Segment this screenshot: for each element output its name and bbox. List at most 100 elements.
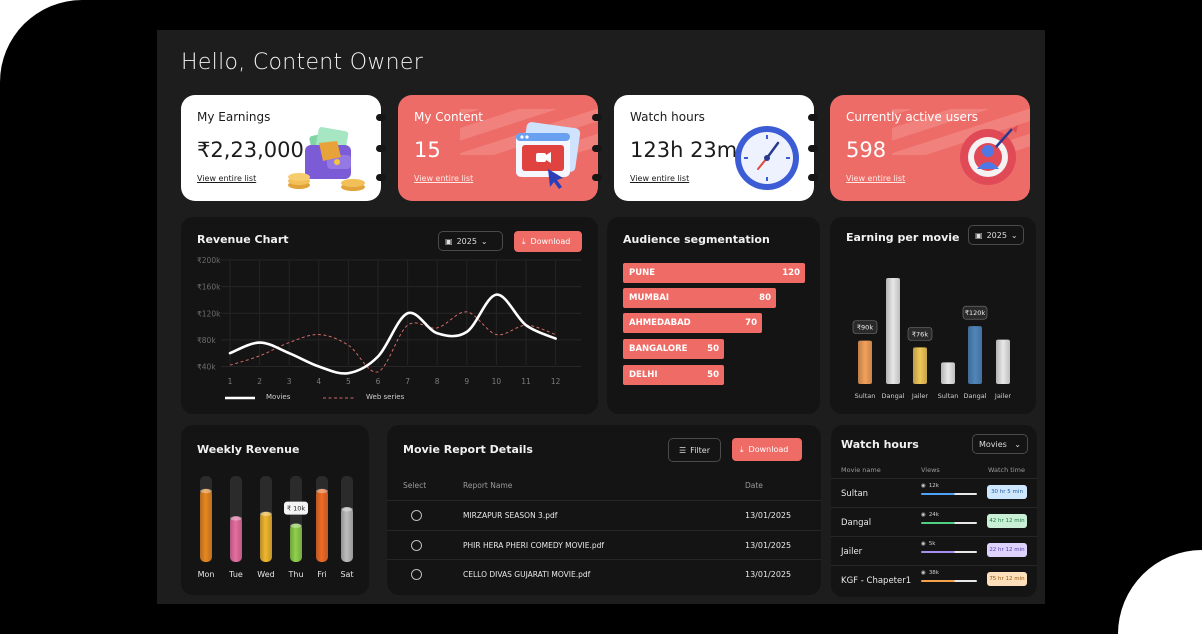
- movie-bar: [996, 339, 1010, 384]
- bar-highlight: [290, 523, 302, 528]
- card-title: Weekly Revenue: [197, 443, 300, 456]
- chevron-down-icon: ⌄: [1014, 439, 1021, 449]
- stat-card-active-users[interactable]: Currently active users 598 View entire l…: [830, 95, 1030, 201]
- target-user-icon: [960, 125, 1018, 185]
- segment-city: BANGALORE: [629, 344, 688, 354]
- card-title: Movie Report Details: [403, 443, 533, 456]
- year-dropdown[interactable]: ▣ 2025 ⌄: [438, 231, 503, 251]
- movie-name: KGF - Chapeter1: [841, 576, 912, 586]
- x-tick-label: Dangal: [963, 392, 986, 400]
- x-tick-label: Sat: [340, 570, 353, 579]
- x-tick-label: 11: [521, 377, 531, 386]
- x-tick-label: 9: [464, 377, 469, 386]
- x-tick-label: Thu: [287, 570, 303, 579]
- stat-card-watch-hours[interactable]: Watch hours 123h 23m View entire list: [614, 95, 814, 201]
- movie-bar: [941, 362, 955, 384]
- earning-per-movie-card: Earning per movie ▣ 2025 ⌄ Sultan ₹90k Dan…: [830, 217, 1036, 414]
- value-tag: [852, 320, 878, 334]
- view-list-link[interactable]: View entire list: [846, 174, 906, 183]
- table-row[interactable]: MIRZAPUR SEASON 3.pdf 13/01/2025: [387, 500, 821, 530]
- segment-value: 50: [707, 370, 719, 380]
- x-tick-label: 8: [435, 377, 440, 386]
- x-tick-label: Jailer: [994, 392, 1012, 400]
- eye-icon: ◉: [921, 512, 926, 518]
- download-button[interactable]: ⤓ Download: [732, 438, 802, 461]
- view-list-link[interactable]: View entire list: [414, 174, 474, 183]
- select-radio[interactable]: [411, 569, 422, 580]
- x-tick-label: Sultan: [938, 392, 959, 400]
- table-row[interactable]: KGF - Chapeter1 ◉ 38k 75 hr 12 min: [831, 565, 1037, 595]
- segment-city: DELHI: [629, 370, 658, 380]
- download-icon: ⤓: [522, 236, 526, 246]
- value-tag: [907, 327, 933, 341]
- table-row[interactable]: Jailer ◉ 5k 22 hr 12 min: [831, 536, 1037, 566]
- views-count: 24k: [928, 512, 939, 518]
- movie-name: Sultan: [841, 489, 869, 499]
- movie-bar: [886, 278, 900, 384]
- x-tick-label: Dangal: [881, 392, 904, 400]
- series-line-movies: [228, 293, 557, 375]
- stat-title: Currently active users: [846, 110, 979, 124]
- column-header: Date: [745, 481, 763, 490]
- table-row[interactable]: PHIR HERA PHERI COMEDY MOVIE.pdf 13/01/2…: [387, 530, 821, 560]
- x-tick-label: 1: [228, 377, 233, 386]
- segment-bar: BANGALORE 50: [623, 339, 724, 359]
- stat-card-content[interactable]: My Content 15 View entire list: [398, 95, 598, 201]
- calendar-icon: ▣: [445, 236, 453, 246]
- x-tick-label: Fri: [317, 570, 327, 579]
- table-row[interactable]: Dangal ◉ 24k 42 hr 12 min: [831, 507, 1037, 537]
- download-button[interactable]: ⤓ Download: [514, 231, 582, 252]
- stat-title: My Content: [414, 110, 483, 124]
- filter-button[interactable]: ☰ Filter: [668, 438, 721, 462]
- segment-bar: MUMBAI 80: [623, 288, 776, 308]
- stat-title: Watch hours: [630, 110, 705, 124]
- value-tag: [962, 305, 988, 320]
- x-tick-label: 2: [257, 377, 262, 386]
- view-list-link[interactable]: View entire list: [630, 174, 690, 183]
- bar-highlight: [341, 507, 353, 512]
- view-list-link[interactable]: View entire list: [197, 174, 257, 183]
- category-dropdown[interactable]: Movies ⌄: [972, 434, 1028, 454]
- audience-segmentation-card: Audience segmentation PUNE 120 MUMBAI 80 A…: [607, 217, 820, 414]
- stat-card-earnings[interactable]: My Earnings ₹2,23,000 View entire list: [181, 95, 381, 201]
- day-bar: [316, 489, 328, 562]
- views-bar: [921, 551, 977, 553]
- tooltip-box: [284, 501, 308, 515]
- column-header: Movie name: [841, 466, 881, 474]
- select-radio[interactable]: [411, 510, 422, 521]
- report-date: 13/01/2025: [745, 570, 792, 579]
- segment-city: PUNE: [629, 268, 656, 278]
- x-tick-label: 12: [551, 377, 561, 386]
- y-tick-label: ₹80k: [197, 336, 216, 345]
- table-row[interactable]: CELLO DIVAS GUJARATI MOVIE.pdf 13/01/202…: [387, 559, 821, 589]
- views-count: 12k: [928, 483, 939, 489]
- table-row[interactable]: Sultan ◉ 12k 30 hr 5 min: [831, 478, 1037, 508]
- watch-time-badge: 22 hr 12 min: [987, 543, 1027, 557]
- year-dropdown[interactable]: ▣ 2025 ⌄: [968, 225, 1024, 245]
- day-bar: [230, 516, 242, 562]
- segment-city: MUMBAI: [629, 293, 670, 303]
- report-name: PHIR HERA PHERI COMEDY MOVIE.pdf: [463, 541, 605, 550]
- segment-bar: PUNE 120: [623, 263, 805, 283]
- segment-bar: DELHI 50: [623, 365, 724, 385]
- watch-hours-card: Watch hours Movies ⌄ Movie name Views Wa…: [831, 425, 1037, 597]
- x-tick-label: 3: [287, 377, 292, 386]
- filter-icon: ☰: [679, 445, 687, 455]
- report-name: CELLO DIVAS GUJARATI MOVIE.pdf: [463, 570, 591, 579]
- legend-label: Movies: [266, 393, 291, 401]
- stat-value: 598: [846, 138, 887, 162]
- column-header: Select: [403, 481, 427, 490]
- y-tick-label: ₹200k: [197, 256, 221, 265]
- movie-bar: [913, 347, 927, 384]
- weekly-revenue-card: Weekly Revenue Mon Tue Wed Thu ₹ 10k Fri Sat: [181, 425, 369, 595]
- weekly-bar-chart: Mon Tue Wed Thu ₹ 10k Fri Sat: [198, 476, 354, 579]
- segment-city: AHMEDABAD: [629, 318, 691, 328]
- segment-bar: AHMEDABAD 70: [623, 313, 762, 333]
- movie-bar: [968, 326, 982, 384]
- bar-highlight: [200, 488, 212, 494]
- card-title: Audience segmentation: [623, 233, 770, 246]
- select-radio[interactable]: [411, 540, 422, 551]
- tooltip-label: ₹ 10k: [287, 505, 305, 513]
- views-bar: [921, 522, 977, 524]
